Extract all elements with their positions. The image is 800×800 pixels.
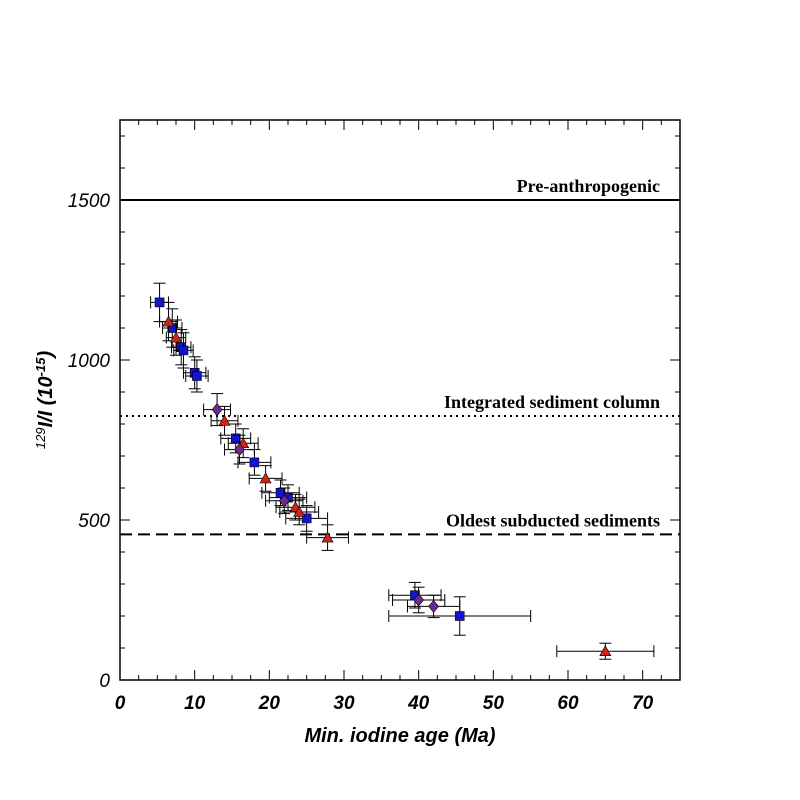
x-tick-label: 0 [115, 693, 126, 714]
triangle-marker [293, 505, 306, 517]
y-tick-label: 0 [99, 671, 110, 692]
x-tick-label: 30 [333, 693, 355, 714]
square-marker [301, 513, 312, 524]
data-point-square [220, 423, 252, 454]
x-tick-label: 20 [258, 693, 281, 714]
data-point-diamond [392, 586, 446, 614]
reference-line-label: Oldest subducted sediments [446, 510, 660, 530]
triangle-marker [321, 531, 334, 543]
data-point-triangle [165, 319, 187, 356]
reference-line-label: Integrated sediment column [444, 392, 660, 412]
data-point-diamond [265, 487, 304, 515]
data-point-diamond [224, 434, 255, 465]
data-point-square [268, 484, 308, 511]
data-point-diamond [406, 594, 461, 619]
triangle-marker [169, 331, 183, 343]
x-tick-label: 70 [632, 693, 654, 714]
data-point-square [237, 449, 272, 476]
diamond-marker [211, 403, 223, 417]
data-point-square [185, 359, 209, 393]
diamond-marker [428, 599, 439, 613]
y-tick-label: 500 [78, 511, 110, 532]
square-marker [192, 371, 202, 381]
reference-lines: Pre-anthropogenic Integrated sediment col… [120, 176, 680, 536]
x-tick-label: 10 [184, 693, 206, 714]
x-tick-label: 50 [483, 693, 505, 714]
data-point-square [388, 596, 532, 636]
square-marker [454, 611, 465, 621]
diamond-marker [234, 443, 245, 457]
data-point-triangle [279, 498, 320, 526]
axis-ticks [119, 120, 681, 681]
triangle-marker [259, 472, 272, 484]
triangle-marker [162, 315, 175, 327]
y-axis-label-main: I/I (10 [35, 376, 57, 427]
triangle-marker [599, 645, 612, 657]
data-point-triangle [210, 405, 239, 436]
diamond-marker [278, 494, 290, 508]
x-tick-label: 60 [557, 693, 579, 714]
data-point-triangle [248, 465, 283, 492]
y-tick-label: 1500 [68, 191, 111, 212]
triangle-marker [218, 414, 231, 426]
data-point-triangle [306, 524, 349, 551]
reference-line-label: Pre-anthropogenic [517, 176, 660, 196]
y-axis-label-superscript: 129 [33, 427, 48, 449]
y-axis-label-close: ) [35, 351, 57, 360]
y-axis-label: 129I/I (10-15) [33, 351, 58, 450]
data-point-triangle [556, 642, 655, 660]
x-axis-label: Min. iodine age (Ma) [304, 725, 495, 747]
square-marker [249, 457, 260, 468]
y-tick-label: 1000 [68, 351, 111, 372]
data-points [150, 282, 655, 660]
square-marker [178, 345, 189, 356]
tick-labels: 0 10 20 30 40 50 60 70 0 500 1000 1500 [68, 191, 654, 714]
data-point-diamond [203, 393, 232, 427]
y-axis-label-exponent: -15 [33, 357, 48, 377]
x-tick-label: 40 [407, 693, 430, 714]
